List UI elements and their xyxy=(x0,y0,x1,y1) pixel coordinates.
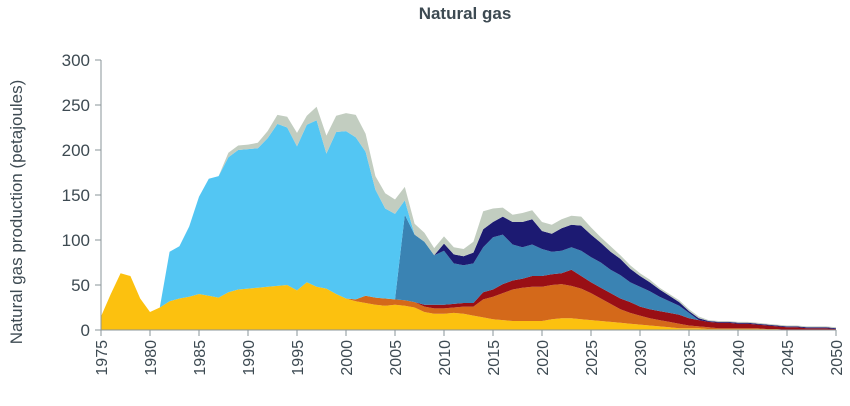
area-series-5 xyxy=(101,120,836,330)
x-axis-ticks: 1975 1980 1985 1990 1995 2000 2005 2010 2015 2020… xyxy=(94,330,846,376)
y-tick-label: 150 xyxy=(62,186,90,205)
x-tick-label: 2050 xyxy=(829,340,846,376)
x-tick-label: 2020 xyxy=(535,340,552,376)
y-tick-label: 100 xyxy=(62,231,90,250)
area-series-3 xyxy=(101,269,836,330)
x-tick-label: 2035 xyxy=(682,340,699,376)
y-tick-label: 50 xyxy=(71,276,90,295)
x-tick-label: 2045 xyxy=(780,340,797,376)
y-axis-label: Natural gas production (petajoules) xyxy=(7,80,26,345)
y-axis-ticks: 0 50 100 150 200 250 300 xyxy=(62,51,101,340)
x-tick-label: 2025 xyxy=(584,340,601,376)
area-series-group xyxy=(101,106,836,330)
x-tick-label: 2010 xyxy=(437,340,454,376)
x-tick-label: 1995 xyxy=(290,340,307,376)
x-tick-label: 2030 xyxy=(633,340,650,376)
x-tick-label: 2040 xyxy=(731,340,748,376)
x-tick-label: 1985 xyxy=(192,340,209,376)
y-tick-label: 200 xyxy=(62,141,90,160)
x-tick-label: 2005 xyxy=(388,340,405,376)
x-tick-label: 1990 xyxy=(241,340,258,376)
x-tick-label: 2000 xyxy=(339,340,356,376)
y-tick-label: 250 xyxy=(62,96,90,115)
y-tick-label: 300 xyxy=(62,51,90,70)
x-tick-label: 1975 xyxy=(94,340,111,376)
x-tick-label: 1980 xyxy=(143,340,160,376)
y-tick-label: 0 xyxy=(81,321,90,340)
area-series-4 xyxy=(101,214,836,330)
x-tick-label: 2015 xyxy=(486,340,503,376)
chart-title: Natural gas xyxy=(418,4,512,23)
area-series-1 xyxy=(101,273,836,330)
